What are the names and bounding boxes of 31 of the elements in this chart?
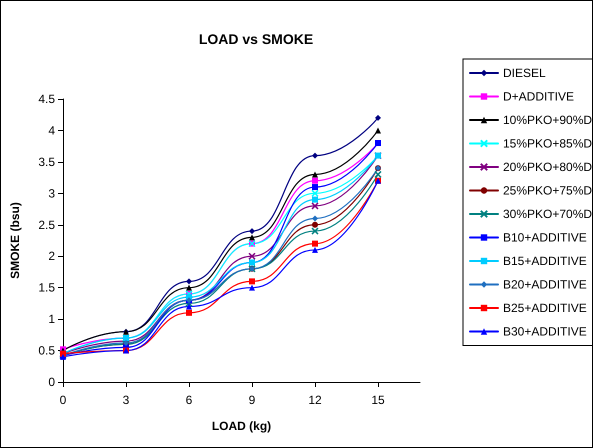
y-tick-label: 2 <box>48 249 56 264</box>
legend-label: 15%PKO+85%D <box>503 136 592 150</box>
legend-label: 10%PKO+90%D <box>503 113 592 127</box>
y-tick-label: 3.5 <box>38 154 56 169</box>
x-axis-title: LOAD (kg) <box>212 419 272 433</box>
legend-label: 20%PKO+80%D <box>503 160 592 174</box>
legend-label: B10+ADDITIVE <box>503 230 587 244</box>
x-tick-label: 9 <box>248 393 256 407</box>
y-tick-label: 4 <box>48 123 56 138</box>
x-tick-label: 6 <box>186 393 193 407</box>
x-tick-label: 12 <box>308 393 322 407</box>
y-tick-label: 1 <box>48 312 56 326</box>
y-tick-label: 0.5 <box>38 344 56 358</box>
y-tick-label: 0 <box>48 375 56 389</box>
x-tick-label: 15 <box>371 393 385 407</box>
x-tick-label: 3 <box>122 393 130 407</box>
legend-label: D+ADDITIVE <box>503 90 574 104</box>
chart-title: LOAD vs SMOKE <box>198 31 314 47</box>
y-tick-label: 1.5 <box>38 280 56 295</box>
legend-label: B15+ADDITIVE <box>503 254 587 268</box>
y-axis-title: SMOKE (bsu) <box>8 202 22 279</box>
legend-label: 25%PKO+75%D <box>503 184 592 198</box>
legend-label: B20+ADDITIVE <box>503 278 587 292</box>
legend-label: B30+ADDITIVE <box>503 324 587 338</box>
y-tick-label: 4.5 <box>38 92 56 106</box>
x-tick-label: 0 <box>60 393 67 407</box>
y-tick-label: 2.5 <box>38 218 56 232</box>
legend-label: B25+ADDITIVE <box>503 301 587 315</box>
legend-label: 30%PKO+70%D <box>503 207 592 221</box>
legend-label: DIESEL <box>503 66 546 80</box>
y-tick-label: 3 <box>48 186 56 200</box>
